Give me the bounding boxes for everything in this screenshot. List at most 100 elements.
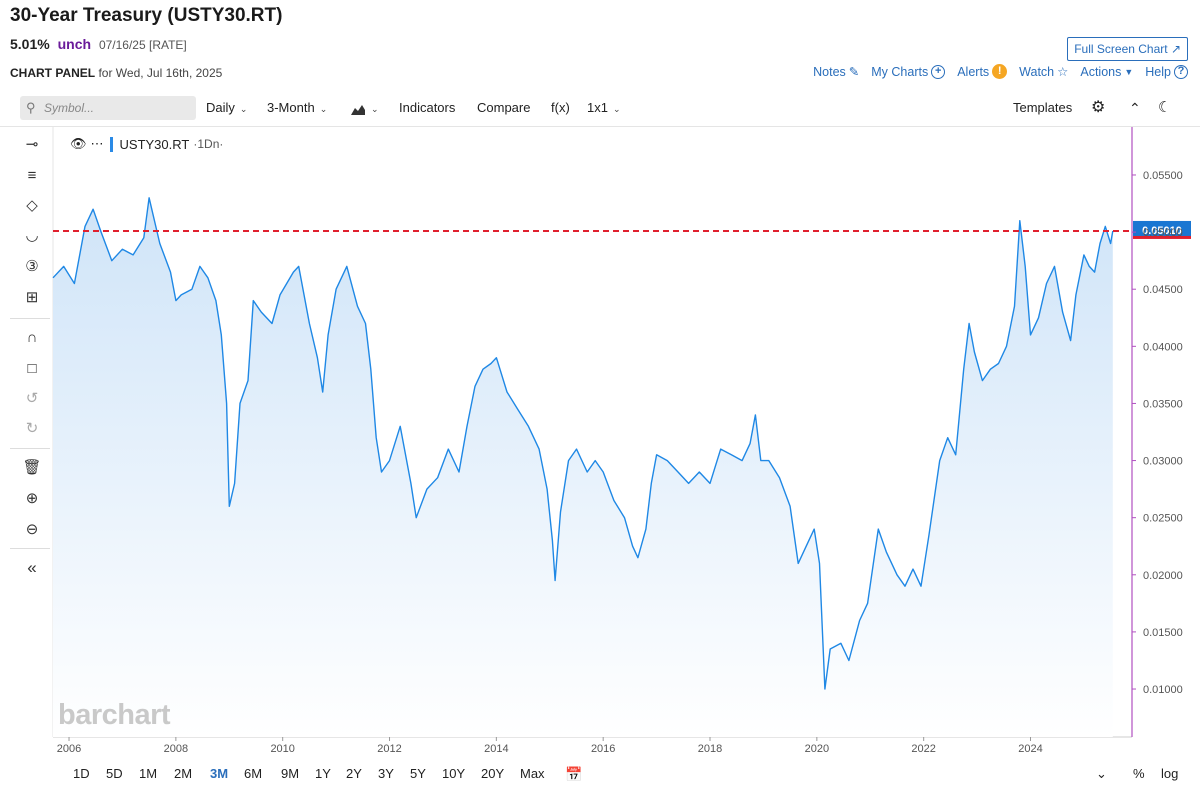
alerts-link[interactable]: Alerts! xyxy=(957,64,1008,79)
undo-icon[interactable]: ↺ xyxy=(25,390,39,407)
barchart-watermark-logo: barchart xyxy=(58,699,171,731)
range-button-20y[interactable]: 20Y xyxy=(481,766,505,781)
series-area-fill xyxy=(53,197,1113,738)
range-label: 3-Month xyxy=(267,100,315,115)
range-button-1m[interactable]: 1M xyxy=(139,766,158,781)
chart-panel-label: CHART PANEL xyxy=(10,66,96,80)
eye-icon[interactable]: 👁 xyxy=(70,136,87,151)
unlock-icon[interactable]: □ xyxy=(27,360,37,377)
notes-label: Notes xyxy=(813,64,846,79)
zoom-in-icon[interactable]: ⊕ xyxy=(25,490,39,507)
range-button-5y[interactable]: 5Y xyxy=(410,766,426,781)
x-tick-label: 2006 xyxy=(57,743,81,755)
more-dots-icon[interactable]: ⋯ xyxy=(90,136,104,151)
line-tool-icon[interactable]: ⊸ xyxy=(25,136,39,153)
page-title: 30-Year Treasury (USTY30.RT) xyxy=(10,5,283,26)
indicators-button[interactable]: Indicators xyxy=(399,100,456,115)
y-tick-label: 0.03000 xyxy=(1143,456,1183,468)
range-button-10y[interactable]: 10Y xyxy=(442,766,466,781)
full-screen-label: Full Screen Chart xyxy=(1074,42,1168,56)
y-tick-label: 0.05000 xyxy=(1143,227,1183,239)
collapse-up-icon[interactable]: ⌃ xyxy=(1129,100,1141,116)
range-button-3m[interactable]: 3M xyxy=(210,766,229,781)
x-tick-label: 2018 xyxy=(698,743,722,755)
y-tick-label: 0.02500 xyxy=(1143,513,1183,525)
x-tick-label: 2014 xyxy=(484,743,508,755)
function-button[interactable]: f(x) xyxy=(551,100,570,115)
range-button-9m[interactable]: 9M xyxy=(281,766,300,781)
chart-toolbar: ⚲ Symbol... Daily ⌄ 3-Month ⌄ ⌄ Indicators… xyxy=(0,92,1200,127)
redo-icon[interactable]: ↻ xyxy=(25,420,39,437)
alert-icon: ! xyxy=(992,64,1008,79)
range-button-5d[interactable]: 5D xyxy=(106,766,123,781)
range-button-1y[interactable]: 1Y xyxy=(315,766,331,781)
layout-label: 1x1 xyxy=(587,100,608,115)
help-link[interactable]: Help? xyxy=(1145,64,1188,79)
measure-tool-icon[interactable]: ⊞ xyxy=(25,289,39,306)
actions-menu[interactable]: Actions ▼ xyxy=(1080,65,1133,79)
y-tick-label: 0.01500 xyxy=(1143,627,1183,639)
range-button-2y[interactable]: 2Y xyxy=(346,766,362,781)
range-button-2m[interactable]: 2M xyxy=(174,766,193,781)
y-tick-label: 0.04500 xyxy=(1143,284,1183,296)
range-selector-bar: 1D 5D 1M 2M 3M 6M 9M 1Y 2Y 3Y 5Y 10Y 20Y Max 📅 ⌄ % lo… xyxy=(0,760,1200,792)
number-marker-icon[interactable]: ③ xyxy=(25,258,39,275)
x-tick-label: 2020 xyxy=(805,743,829,755)
magnet-icon[interactable]: ∩ xyxy=(26,329,38,346)
y-tick-label: 0.05500 xyxy=(1143,170,1183,182)
full-screen-chart-button[interactable]: Full Screen Chart ↗ xyxy=(1067,37,1188,61)
chevron-down-icon: ⌄ xyxy=(239,104,248,114)
y-tick-label: 0.02000 xyxy=(1143,570,1183,582)
layout-dropdown[interactable]: 1x1 ⌄ xyxy=(587,96,621,120)
trash-icon[interactable]: 🗑 xyxy=(22,459,42,476)
drawing-tools-sidebar: ⊸ ≡ ◇ ◡ ③ ⊞ ∩ □ ↺ ↻ 🗑 ⊕ ⊖ « xyxy=(0,130,52,590)
range-button-3y[interactable]: 3Y xyxy=(378,766,394,781)
templates-button[interactable]: Templates xyxy=(1013,100,1073,115)
zoom-out-icon[interactable]: ⊖ xyxy=(25,521,39,538)
range-button-max[interactable]: Max xyxy=(520,766,545,781)
collapse-left-icon[interactable]: « xyxy=(27,558,37,577)
log-scale-toggle[interactable]: log xyxy=(1161,766,1179,781)
dark-mode-moon-icon[interactable]: ☾ xyxy=(1158,99,1172,116)
chevron-down-icon: ⌄ xyxy=(371,104,379,114)
x-tick-label: 2010 xyxy=(270,743,294,755)
symbol-placeholder: Symbol... xyxy=(44,101,95,115)
series-legend: 👁 ⋯ USTY30.RT ·1Dn· xyxy=(70,136,223,152)
caret-down-icon: ▼ xyxy=(1124,66,1134,77)
percent-scale-toggle[interactable]: % xyxy=(1133,766,1145,781)
quote-line: 5.01% unch 07/16/25 [RATE] xyxy=(10,36,187,52)
last-value-label: 0.05010 xyxy=(1142,225,1182,237)
period-label: Daily xyxy=(206,100,235,115)
watch-label: Watch xyxy=(1019,64,1055,79)
last-price: 5.01% xyxy=(10,36,50,52)
compare-button[interactable]: Compare xyxy=(477,100,531,115)
symbol-search-input[interactable]: ⚲ Symbol... xyxy=(20,96,196,120)
x-tick-label: 2022 xyxy=(911,743,935,755)
y-tick-label: 0.01000 xyxy=(1143,684,1183,696)
price-change: unch xyxy=(57,36,92,52)
chart-panel-date: for Wed, Jul 16th, 2025 xyxy=(98,66,223,80)
range-dropdown[interactable]: 3-Month ⌄ xyxy=(267,96,327,120)
my-charts-link[interactable]: My Charts + xyxy=(871,64,946,79)
y-tick-label: 0.03500 xyxy=(1143,398,1183,410)
question-circle-icon: ? xyxy=(1174,64,1188,79)
chart-type-dropdown[interactable]: ⌄ xyxy=(350,96,379,120)
settings-gear-icon[interactable]: ⚙ xyxy=(1091,99,1106,116)
shape-tool-icon[interactable]: ◇ xyxy=(26,197,38,214)
series-interval: ·1Dn· xyxy=(193,137,224,151)
last-value-badge xyxy=(1133,220,1191,238)
period-dropdown[interactable]: Daily ⌄ xyxy=(206,96,247,120)
collapse-down-icon[interactable]: ⌄ xyxy=(1096,766,1107,781)
x-tick-label: 2016 xyxy=(591,743,615,755)
watch-link[interactable]: Watch ☆ xyxy=(1019,64,1068,80)
curve-tool-icon[interactable]: ◡ xyxy=(25,227,39,244)
calendar-icon[interactable]: 📅 xyxy=(565,766,583,782)
toolbar-divider xyxy=(10,548,50,549)
range-button-1d[interactable]: 1D xyxy=(73,766,90,781)
plus-circle-icon: + xyxy=(931,64,946,79)
range-button-6m[interactable]: 6M xyxy=(244,766,263,781)
fibonacci-tool-icon[interactable]: ≡ xyxy=(27,167,37,184)
toolbar-divider xyxy=(10,318,50,319)
notes-link[interactable]: Notes ✎ xyxy=(813,64,859,80)
